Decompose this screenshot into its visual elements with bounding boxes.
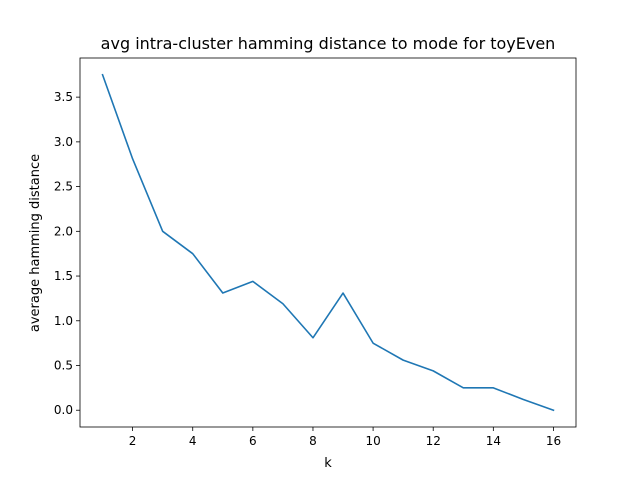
axes-frame xyxy=(79,57,577,428)
y-tick-label: 0.5 xyxy=(54,359,73,373)
x-tick-label: 16 xyxy=(546,434,561,448)
x-tick-label: 4 xyxy=(189,434,197,448)
y-tick-label: 3.5 xyxy=(54,90,73,104)
x-tick-label: 6 xyxy=(249,434,257,448)
y-axis: 0.0 0.5 1.0 1.5 2.0 2.5 3.0 3.5 xyxy=(54,90,80,417)
plot-area xyxy=(79,57,577,428)
series-line-0 xyxy=(101,73,555,412)
y-tick-label: 2.0 xyxy=(54,224,73,238)
x-tick-label: 14 xyxy=(486,434,501,448)
y-tick-label: 1.0 xyxy=(54,314,73,328)
y-tick-label: 3.0 xyxy=(54,135,73,149)
y-tick-label: 0.0 xyxy=(54,403,73,417)
x-axis: 2 4 6 8 10 12 14 16 xyxy=(129,427,561,448)
y-tick-label: 2.5 xyxy=(54,180,73,194)
y-axis-label: average hamming distance xyxy=(28,154,43,332)
x-tick-label: 12 xyxy=(426,434,441,448)
x-axis-label: k xyxy=(324,456,332,471)
x-tick-label: 2 xyxy=(129,434,137,448)
x-tick-label: 8 xyxy=(309,434,317,448)
chart-title: avg intra-cluster hamming distance to mo… xyxy=(101,34,556,53)
y-tick-label: 1.5 xyxy=(54,269,73,283)
x-tick-label: 10 xyxy=(365,434,380,448)
